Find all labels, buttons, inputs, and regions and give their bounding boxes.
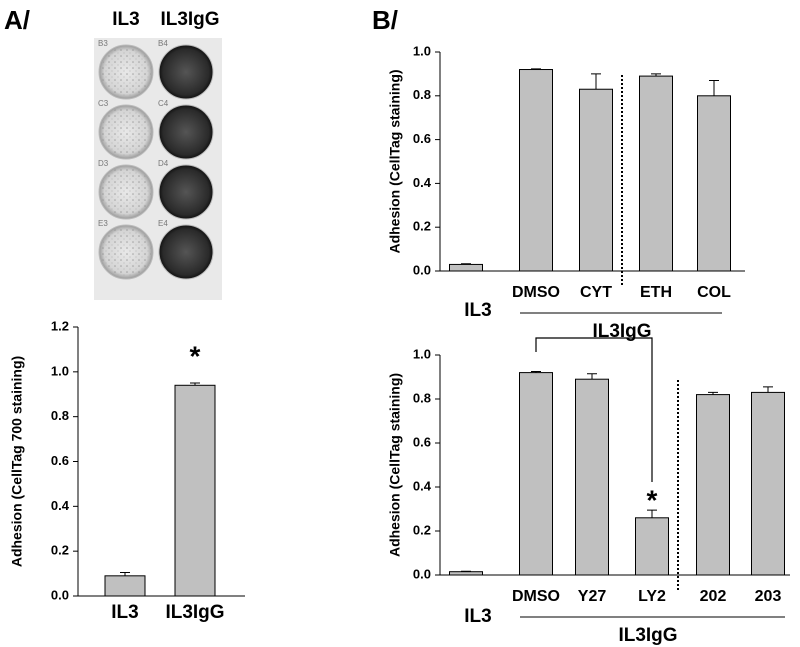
- error-bar: [190, 382, 200, 386]
- bar: [449, 571, 483, 576]
- y-tick-label: 0.2: [413, 522, 431, 537]
- y-tick-label: 0.6: [51, 453, 69, 468]
- bar: [519, 372, 553, 576]
- bar: [751, 391, 785, 576]
- well: [158, 44, 214, 100]
- bar: [696, 394, 730, 576]
- y-tick-label: 1.0: [51, 363, 69, 378]
- x-tick-label: DMSO: [512, 588, 560, 605]
- well-speckle: [101, 227, 151, 277]
- x-tick-label: COL: [697, 284, 731, 301]
- error-bar: [531, 68, 541, 70]
- y-tick-label: 0.8: [413, 390, 431, 405]
- well-label: D3: [98, 159, 109, 168]
- well-label: B3: [98, 39, 108, 48]
- x-tick-label: IL3: [464, 606, 491, 627]
- y-tick-label: 1.2: [51, 318, 69, 333]
- y-tick-label: 0.4: [413, 175, 432, 190]
- well-label: E3: [98, 219, 108, 228]
- well: [158, 224, 214, 280]
- well-label: E4: [158, 219, 168, 228]
- panel-label: A/: [4, 5, 30, 35]
- error-bar: [531, 371, 541, 373]
- column-label: IL3IgG: [160, 9, 219, 30]
- y-tick-label: 1.0: [413, 346, 431, 361]
- y-tick-label: 0.2: [51, 543, 69, 558]
- bar: [174, 384, 216, 597]
- significance-star: *: [190, 340, 201, 371]
- error-bar: [591, 73, 601, 90]
- bar: [449, 263, 483, 272]
- y-tick-label: 0.2: [413, 219, 431, 234]
- well-label: C4: [158, 99, 169, 108]
- y-axis-label: Adhesion (CellTag 700 staining): [9, 356, 25, 567]
- y-tick-label: 0.6: [413, 434, 431, 449]
- bar: [635, 517, 669, 576]
- x-tick-label: 202: [700, 588, 727, 605]
- y-tick-label: 0.4: [51, 498, 70, 513]
- y-tick-label: 0.8: [413, 87, 431, 102]
- y-tick-label: 0.0: [413, 262, 431, 277]
- x-tick-label: IL3: [464, 300, 491, 321]
- y-axis-label: Adhesion (CellTag staining): [387, 69, 403, 253]
- error-bar: [120, 571, 130, 576]
- panel-label: B/: [372, 5, 398, 35]
- y-tick-label: 0.6: [413, 131, 431, 146]
- x-tick-label: LY2: [638, 588, 666, 605]
- y-axis-label: Adhesion (CellTag staining): [387, 373, 403, 557]
- error-bar: [651, 73, 661, 77]
- column-label: IL3: [112, 9, 139, 30]
- well: [158, 104, 214, 160]
- y-tick-label: 0.4: [413, 478, 432, 493]
- bar: [104, 575, 146, 597]
- x-tick-label: IL3IgG: [165, 602, 224, 623]
- significance-star: *: [647, 484, 658, 515]
- well-label: D4: [158, 159, 169, 168]
- wells: B3 B4 C3 C4 D3 D4 E3 E4: [98, 39, 214, 280]
- well-speckle: [101, 47, 151, 97]
- x-tick-label: 203: [755, 588, 782, 605]
- x-tick-label: IL3: [111, 602, 138, 623]
- error-bar: [708, 391, 718, 395]
- x-tick-label: DMSO: [512, 284, 560, 301]
- y-tick-label: 0.0: [413, 566, 431, 581]
- bar: [579, 88, 613, 272]
- error-bar: [647, 509, 657, 518]
- x-tick-label: Y27: [578, 588, 607, 605]
- error-bar: [461, 263, 471, 265]
- x-tick-label: ETH: [640, 284, 672, 301]
- group-label: IL3IgG: [618, 625, 677, 646]
- error-bar: [587, 373, 597, 380]
- well: [158, 164, 214, 220]
- y-tick-label: 0.8: [51, 408, 69, 423]
- y-tick-label: 0.0: [51, 587, 69, 602]
- well-label: C3: [98, 99, 109, 108]
- significance-bracket: [535, 337, 653, 482]
- bar: [639, 75, 673, 272]
- error-bar: [763, 386, 773, 393]
- well-speckle: [101, 107, 151, 157]
- x-tick-label: CYT: [580, 284, 612, 301]
- y-tick-label: 1.0: [413, 43, 431, 58]
- error-bar: [709, 79, 719, 96]
- bar: [519, 69, 553, 272]
- group-label: IL3IgG: [592, 321, 651, 342]
- well-speckle: [101, 167, 151, 217]
- bar: [697, 95, 731, 272]
- well-label: B4: [158, 39, 168, 48]
- bar: [575, 378, 609, 576]
